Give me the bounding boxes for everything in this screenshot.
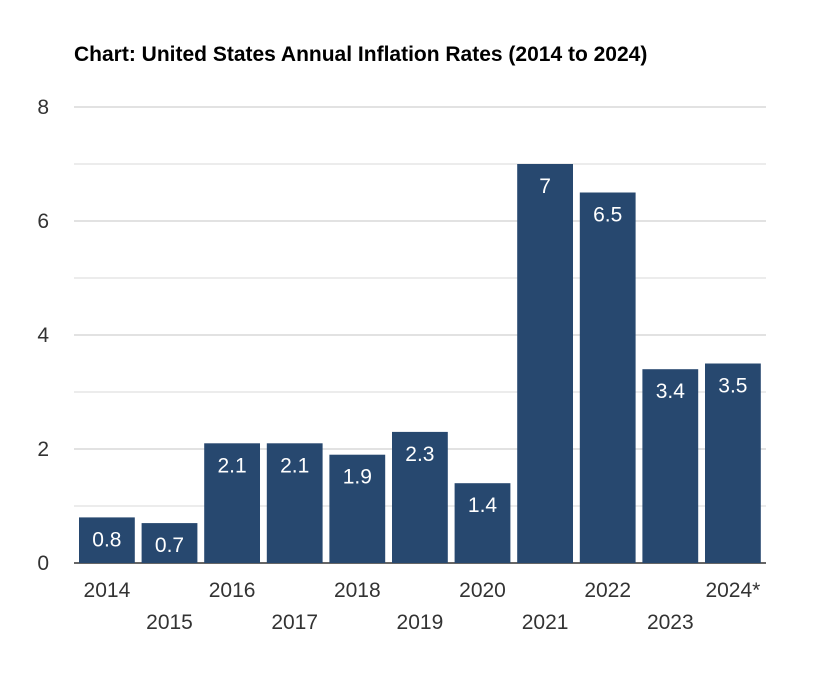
data-label: 1.9 [343,466,372,489]
bar [705,363,761,563]
data-label: 3.4 [656,380,686,403]
chart-title: Chart: United States Annual Inflation Ra… [74,43,648,66]
x-tick-label: 2018 [334,579,381,602]
data-label: 7 [539,175,551,198]
x-tick-label: 2022 [584,579,631,602]
data-label: 3.5 [718,375,747,398]
x-tick-label: 2021 [522,611,569,634]
x-tick-label: 2014 [84,579,131,602]
bar [141,523,198,563]
bar [204,443,260,563]
bar [329,454,386,563]
bar [454,483,511,563]
bar [642,369,699,563]
bar [392,431,448,563]
y-tick-label: 2 [37,438,49,461]
bar [266,443,323,563]
bar [579,192,636,563]
data-label: 1.4 [468,494,498,517]
x-tick-label: 2016 [209,579,256,602]
x-tick-label: 2019 [397,611,444,634]
data-label: 2.3 [405,443,434,466]
bars [79,164,761,563]
bar [79,517,135,563]
x-tick-label: 2024* [705,579,760,602]
x-axis-tick-labels: 2014 2015 2016 2017 2018 2019 2020 2021 2022 2023… [84,579,761,634]
x-tick-label: 2017 [271,611,318,634]
y-tick-label: 4 [37,324,49,347]
y-tick-label: 8 [37,96,49,119]
y-tick-label: 0 [37,552,49,575]
y-tick-label: 6 [37,210,49,233]
data-labels: 0.8 0.7 2.1 2.1 1.9 2.3 1.4 7 6.5 3.4 3.5 [92,175,747,557]
x-tick-label: 2023 [647,611,694,634]
data-label: 2.1 [280,454,309,477]
y-axis-tick-labels: 0 2 4 6 8 [37,96,49,575]
data-label: 2.1 [217,454,246,477]
data-label: 0.8 [92,528,121,551]
x-tick-label: 2015 [146,611,193,634]
data-label: 6.5 [593,204,622,227]
data-label: 0.7 [155,534,184,557]
x-tick-label: 2020 [459,579,506,602]
bar [517,164,573,563]
